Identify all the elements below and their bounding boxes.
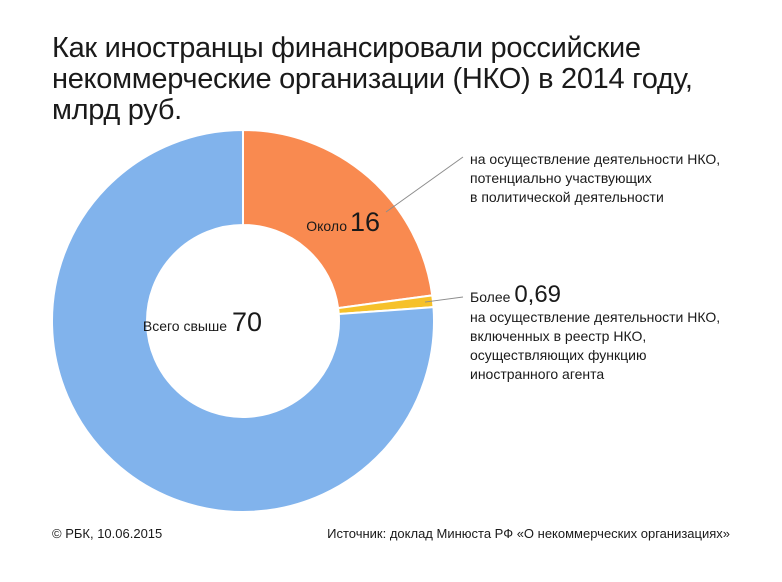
- donut-slice-1: [242, 128, 434, 310]
- title-line: Как иностранцы финансировали российские: [52, 32, 641, 64]
- leader-line-political: [385, 156, 464, 213]
- slice1-value: 16: [350, 207, 380, 237]
- title-line: некоммерческие организации (НКО) в 2014 …: [52, 63, 693, 95]
- annotation-line: на осуществление деятельности НКО,: [470, 309, 721, 325]
- annotation-foreign-agent: Более 0,69 на осуществление деятельности…: [470, 282, 720, 384]
- annotation-line: в политической деятельности: [470, 189, 664, 205]
- annotation-line: осуществляющих функцию: [470, 347, 647, 363]
- slice1-prefix: Около: [306, 218, 347, 234]
- center-value: 70: [232, 307, 262, 337]
- annotation-line: на осуществление деятельности НКО,: [470, 151, 721, 167]
- donut-slice-3: [51, 128, 435, 513]
- copyright-text: © РБК, 10.06.2015: [52, 526, 163, 541]
- title-line: млрд руб.: [52, 94, 182, 126]
- chart-title: Как иностранцы финансировали российские …: [52, 33, 732, 126]
- center-prefix: Всего свыше: [143, 318, 227, 334]
- annotation-value-row: Более 0,69: [470, 282, 720, 308]
- annotation-political: на осуществление деятельности НКО, потен…: [470, 150, 720, 207]
- source-text: Источник: доклад Минюста РФ «О некоммерч…: [327, 526, 730, 541]
- annotation-line: потенциально участвующих: [470, 170, 652, 186]
- annotation-prefix: Более: [470, 289, 511, 305]
- annotation-line: иностранного агента: [470, 366, 605, 382]
- leader-lines: [385, 156, 464, 303]
- leader-line-foreign-agent: [424, 296, 464, 303]
- donut-slices: [51, 128, 435, 513]
- annotation-value: 0,69: [514, 281, 562, 308]
- annotation-line: включенных в реестр НКО,: [470, 328, 647, 344]
